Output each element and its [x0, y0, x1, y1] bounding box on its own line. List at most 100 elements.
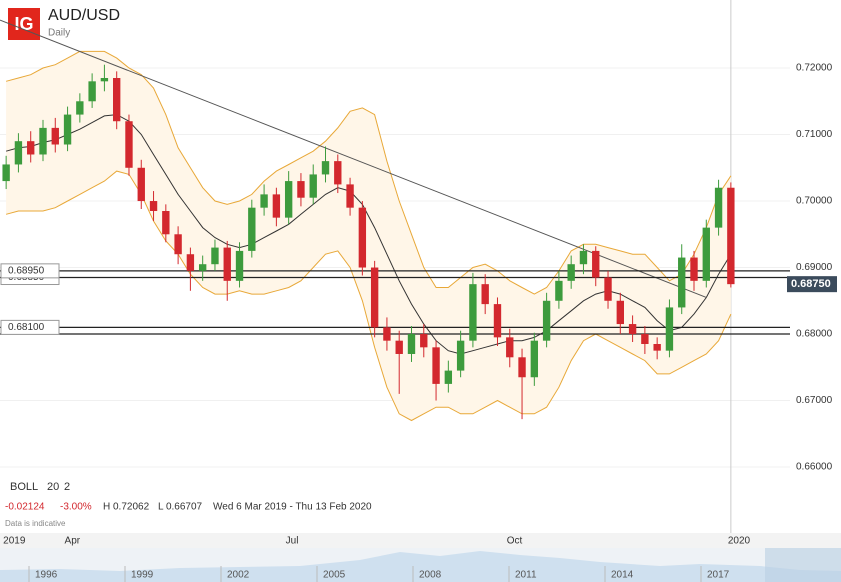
last-price-box [787, 276, 837, 293]
disclaimer: Data is indicative [5, 519, 66, 528]
candle-body [248, 207, 256, 251]
candle-body [628, 324, 637, 335]
indicator-std: 2 [64, 481, 70, 493]
candle-body [665, 307, 674, 351]
high: H 0.72062 [103, 502, 150, 513]
candle-body [346, 184, 354, 208]
candle-body [272, 194, 281, 218]
x-tick-label: Apr [65, 536, 81, 547]
navigator-window[interactable] [765, 548, 841, 582]
y-tick-label: 0.72000 [796, 63, 833, 74]
candle-body [284, 181, 293, 218]
candle-body [88, 81, 96, 102]
indicator-period: 20 [47, 481, 59, 493]
x-tick-label: Jul [286, 536, 299, 547]
candle-body [653, 344, 661, 351]
level-label: 0.68100 [8, 322, 45, 333]
candle-body [420, 334, 428, 348]
change: -0.02124 [5, 502, 45, 513]
candle-body [592, 250, 600, 278]
candle-body [297, 181, 305, 198]
navigator-year: 1996 [35, 570, 58, 581]
logo [8, 8, 40, 40]
candle-body [641, 334, 649, 345]
low: L 0.66707 [158, 502, 203, 513]
candle-body [235, 250, 244, 281]
candle-body [51, 127, 59, 145]
interval: Daily [48, 28, 70, 39]
candle-body [14, 141, 23, 165]
candle-body [383, 327, 391, 341]
candle-body [616, 300, 624, 325]
band-upper [5, 50, 732, 295]
candle-body [162, 211, 170, 235]
candle-body [567, 264, 575, 281]
candle-body [579, 250, 588, 265]
candle-body [186, 254, 195, 271]
candle-body [113, 78, 121, 122]
candle-body [690, 257, 698, 281]
candle-body [358, 207, 367, 268]
y-tick-label: 0.70000 [796, 196, 833, 207]
logo-text: IG [14, 14, 33, 34]
navigator-year: 2005 [323, 570, 346, 581]
navigator-year: 2017 [707, 570, 730, 581]
candle-body [542, 300, 551, 341]
candle-body [2, 164, 10, 182]
band-lower [5, 170, 732, 422]
candle-body [211, 247, 219, 265]
candle-body [100, 78, 109, 82]
level-label-box [0, 319, 60, 335]
candle-body [125, 121, 133, 168]
navigator-year: 2014 [611, 570, 634, 581]
candle-body [27, 141, 35, 155]
candle-body [76, 101, 84, 115]
change-pct: -3.00% [60, 502, 92, 513]
candle-body [334, 161, 342, 185]
candle-body [493, 304, 502, 338]
candle-body [530, 340, 539, 378]
navigator-year: 2011 [515, 570, 537, 581]
candle-body [39, 127, 47, 155]
navigator-area [0, 551, 841, 582]
y-tick-label: 0.69000 [796, 262, 833, 273]
candle-body [395, 340, 403, 354]
navigator-year: 2008 [419, 570, 442, 581]
candle-body [407, 334, 416, 354]
x-tick-label: Oct [507, 536, 523, 547]
candle-body [506, 337, 514, 358]
candle-body [63, 114, 72, 145]
candle-body [174, 234, 182, 255]
time-axis-bar [0, 533, 841, 548]
candle-body [678, 257, 686, 308]
x-tick-label: 2020 [728, 536, 751, 547]
candle-body [137, 167, 145, 202]
candle-body [456, 340, 465, 371]
candle-body [714, 187, 723, 228]
candle-body [469, 284, 477, 341]
candle-body [518, 357, 526, 378]
candle-body [481, 284, 489, 305]
y-tick-label: 0.68000 [796, 329, 833, 340]
y-tick-label: 0.66000 [796, 462, 833, 473]
candle-body [370, 267, 379, 328]
level-label-box [0, 263, 60, 279]
last-price: 0.68750 [791, 278, 831, 290]
indicator: BOLL [10, 481, 38, 493]
candle-body [321, 161, 330, 175]
symbol: AUD/USD [48, 7, 120, 24]
candle-body [149, 201, 158, 212]
candle-body [444, 370, 453, 384]
candle-body [198, 264, 207, 271]
x-tick-label: 2019 [3, 536, 26, 547]
trendline [0, 19, 707, 298]
y-tick-label: 0.71000 [796, 129, 833, 140]
candle-body [432, 347, 440, 384]
candle-body [309, 174, 317, 198]
y-tick-label: 0.67000 [796, 395, 833, 406]
candle-body [702, 227, 710, 281]
candle-body [223, 247, 231, 281]
candle-body [260, 194, 268, 208]
candle-body [727, 187, 735, 285]
